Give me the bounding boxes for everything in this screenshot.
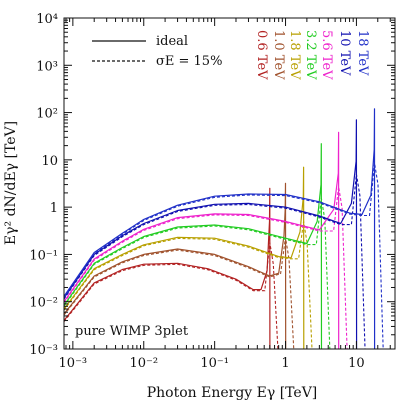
x-tick-label: 10 <box>348 356 365 371</box>
series-mass-label: 3.2 TeV <box>303 30 318 80</box>
series-mass-label: 5.6 TeV <box>319 30 334 80</box>
series-mass-label: 18 TeV <box>355 30 370 76</box>
x-tick-label: 10⁻² <box>129 356 158 371</box>
series-mass-label: 10 TeV <box>337 30 352 76</box>
series-line-smeared <box>64 197 331 349</box>
y-tick-label: 10⁻² <box>29 296 58 311</box>
plot-frame <box>63 17 396 350</box>
x-axis-label: Photon Energy Eγ [TeV] <box>147 385 318 401</box>
y-axis-label: Eγ² dN/dEγ [TeV] <box>3 121 19 245</box>
curves-layer <box>64 108 384 349</box>
ticks-layer: 10⁻³ 10⁻² 10⁻¹ 1 10 10⁻³ 10⁻² 10⁻¹ 1 10 10² 10³ 10⁴ <box>29 12 395 371</box>
legend: ideal σE = 15% <box>92 34 222 69</box>
legend-label-sigma: σE = 15% <box>156 54 222 69</box>
series-line-ideal <box>64 108 376 349</box>
mass-labels: 0.6 TeV 1.0 TeV 1.8 TeV 3.2 TeV 5.6 TeV 10 Te… <box>254 30 370 80</box>
y-tick-label: 10⁴ <box>36 12 58 27</box>
y-tick-label: 10³ <box>36 59 58 74</box>
y-tick-label: 10² <box>36 107 58 122</box>
series-mass-label: 1.0 TeV <box>271 30 286 80</box>
series-line-ideal <box>64 166 305 349</box>
series-line-smeared <box>64 186 348 349</box>
series-line-ideal <box>64 182 287 349</box>
legend-label-ideal: ideal <box>156 34 188 49</box>
series-line-smeared <box>64 174 366 349</box>
series-group <box>64 108 384 349</box>
x-tick-label: 10⁻³ <box>59 356 88 371</box>
series-line-smeared <box>64 162 384 349</box>
series-line-smeared <box>64 221 313 349</box>
series-line-ideal <box>64 119 358 349</box>
series-mass-label: 0.6 TeV <box>254 30 269 80</box>
x-tick-label: 10⁻¹ <box>200 356 229 371</box>
y-tick-label: 10 <box>41 154 58 169</box>
series-line-ideal <box>64 131 340 349</box>
series-line-ideal <box>64 187 271 349</box>
series-line-smeared <box>64 237 295 349</box>
y-tick-label: 10⁻³ <box>29 343 58 358</box>
plot-area <box>64 18 395 349</box>
series-line-ideal <box>64 143 323 349</box>
y-tick-label: 10⁻¹ <box>29 248 58 263</box>
y-tick-label: 1 <box>50 201 58 216</box>
annotation-pure-wimp: pure WIMP 3plet <box>75 324 189 339</box>
series-line-smeared <box>64 242 279 349</box>
x-tick-label: 1 <box>281 356 289 371</box>
series-mass-label: 1.8 TeV <box>287 30 302 80</box>
